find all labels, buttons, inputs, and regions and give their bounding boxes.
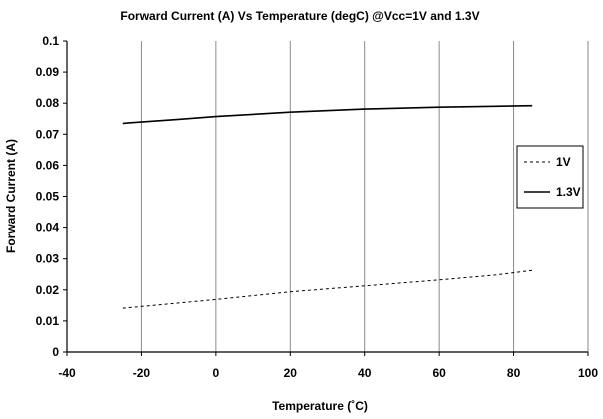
x-axis-label: Temperature (˚C) [272, 399, 368, 413]
x-tick-label-0: -40 [58, 366, 76, 380]
x-tick-label-4: 40 [358, 366, 372, 380]
y-tick-label-2: 0.02 [36, 283, 60, 297]
y-axis-label: Forward Current (A) [4, 139, 18, 253]
x-axis-ticks: -40 -20 0 20 40 60 80 100 [58, 352, 598, 380]
chart-title: Forward Current (A) Vs Temperature (degC… [120, 9, 479, 23]
y-tick-label-6: 0.06 [36, 158, 60, 172]
axes [66, 41, 588, 353]
legend-label-1v: 1V [556, 155, 571, 169]
y-tick-label-8: 0.08 [36, 96, 60, 110]
x-tick-label-3: 20 [284, 366, 298, 380]
series-line-1v [122, 269, 533, 309]
series-line-1-3v [122, 104, 533, 125]
x-tick-label-1: -20 [133, 366, 151, 380]
y-tick-label-0: 0 [52, 345, 59, 359]
legend: 1V 1.3V [516, 145, 584, 209]
y-tick-label-10: 0.1 [42, 34, 59, 48]
gridlines [140, 41, 589, 352]
x-tick-label-5: 60 [432, 366, 446, 380]
x-tick-label-6: 80 [507, 366, 521, 380]
x-tick-label-2: 0 [213, 366, 220, 380]
y-tick-label-9: 0.09 [36, 65, 60, 79]
legend-box [516, 145, 584, 209]
series-lines [122, 104, 533, 309]
y-tick-label-3: 0.03 [36, 252, 60, 266]
y-tick-label-1: 0.01 [36, 314, 60, 328]
y-tick-label-7: 0.07 [36, 127, 60, 141]
legend-label-1-3v: 1.3V [556, 185, 581, 199]
y-axis-ticks: 0 0.01 0.02 0.03 0.04 0.05 0.06 0.07 0.08 0.09 0.1 [36, 34, 67, 359]
y-tick-label-4: 0.04 [36, 221, 60, 235]
x-tick-label-7: 100 [578, 366, 598, 380]
y-tick-label-5: 0.05 [36, 190, 60, 204]
